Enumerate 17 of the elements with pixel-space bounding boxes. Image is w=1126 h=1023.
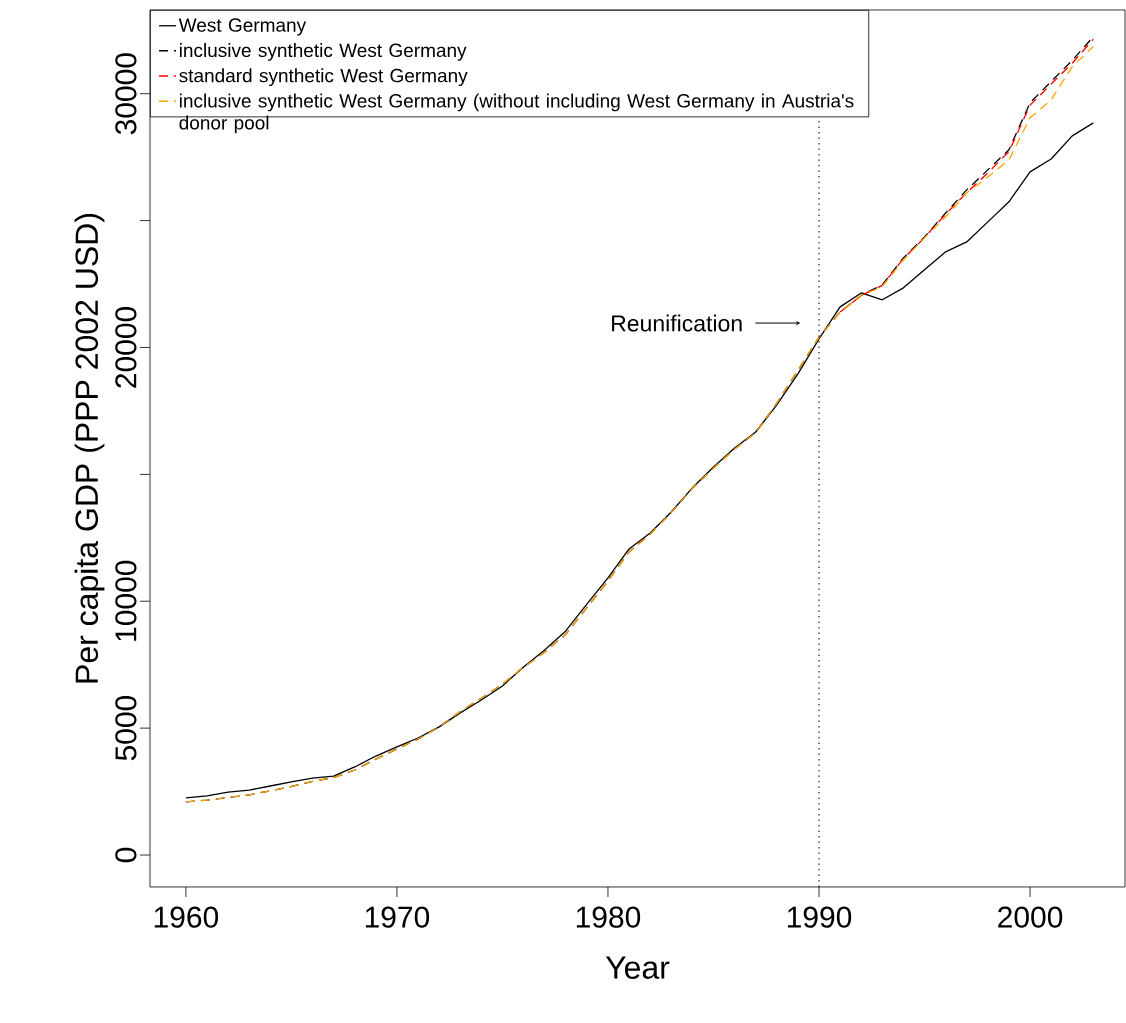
legend-label: West Germany xyxy=(178,18,307,36)
y-tick-label: 0 xyxy=(115,847,137,863)
y-tick-label: 30000 xyxy=(115,53,137,135)
legend-label: inclusive synthetic West Germany xyxy=(179,43,467,61)
x-tick-label: 1970 xyxy=(365,906,430,928)
x-tick-label: 1960 xyxy=(154,906,219,928)
y-tick-label: 20000 xyxy=(115,306,137,388)
x-tick-label: 2000 xyxy=(998,906,1063,928)
x-tick-label: 1980 xyxy=(576,906,641,928)
x-tick-label: 1990 xyxy=(787,906,852,928)
x-axis-title: Year xyxy=(605,956,670,979)
y-tick-label: 5000 xyxy=(115,695,137,761)
y-tick-label: 10000 xyxy=(115,560,137,641)
legend-label: inclusive synthetic West Germany (without including West Germany in Austria's donor pool xyxy=(179,93,854,134)
legend-label: standard synthetic West Germany xyxy=(179,68,468,87)
annotation: Reunification xyxy=(612,314,742,332)
y-axis-title: Per capita GDP (PPP 2002 USD) xyxy=(74,213,105,683)
